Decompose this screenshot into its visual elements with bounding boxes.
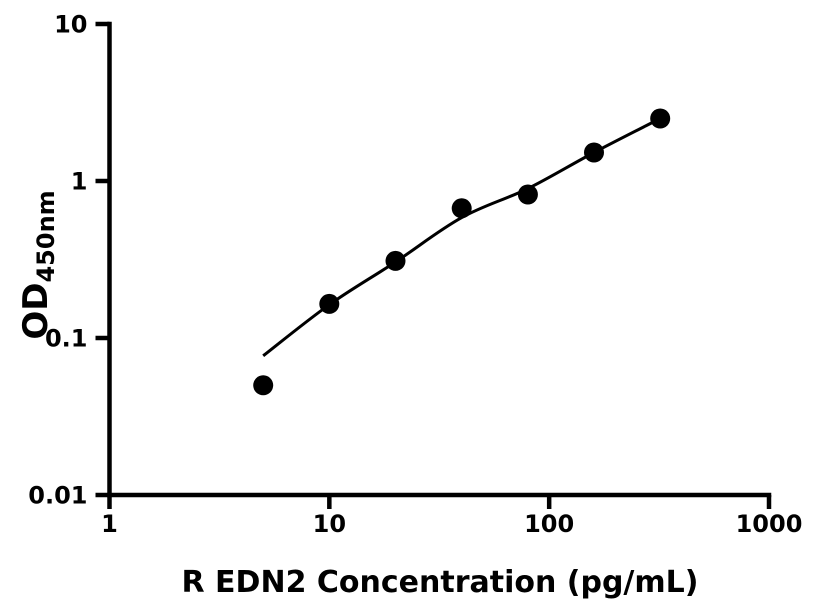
data-point bbox=[451, 198, 472, 219]
y-axis-title: OD450nm bbox=[16, 190, 60, 339]
x-tick-label: 100 bbox=[524, 510, 574, 538]
data-point bbox=[517, 184, 538, 205]
data-point bbox=[319, 293, 340, 314]
y-tick-label: 0.1 bbox=[45, 325, 88, 353]
plot-area bbox=[253, 108, 671, 396]
y-tick-label: 1 bbox=[71, 168, 88, 196]
x-tick-label: 10 bbox=[313, 510, 346, 538]
y-tick-label: 0.01 bbox=[28, 482, 87, 510]
axes: 10 1 0.1 0.01 1 10 100 1000 bbox=[28, 11, 802, 539]
y-tick-label: 10 bbox=[54, 11, 87, 39]
data-point bbox=[253, 375, 274, 396]
x-tick-label: 1000 bbox=[736, 510, 803, 538]
x-axis-title: R EDN2 Concentration (pg/mL) bbox=[182, 565, 699, 600]
data-point bbox=[584, 142, 604, 163]
data-point bbox=[385, 250, 406, 271]
y-axis-title-subscript: 450nm bbox=[32, 190, 60, 282]
data-point bbox=[650, 108, 671, 129]
x-tick-label: 1 bbox=[101, 510, 118, 538]
y-axis-title-main: OD bbox=[16, 283, 56, 340]
